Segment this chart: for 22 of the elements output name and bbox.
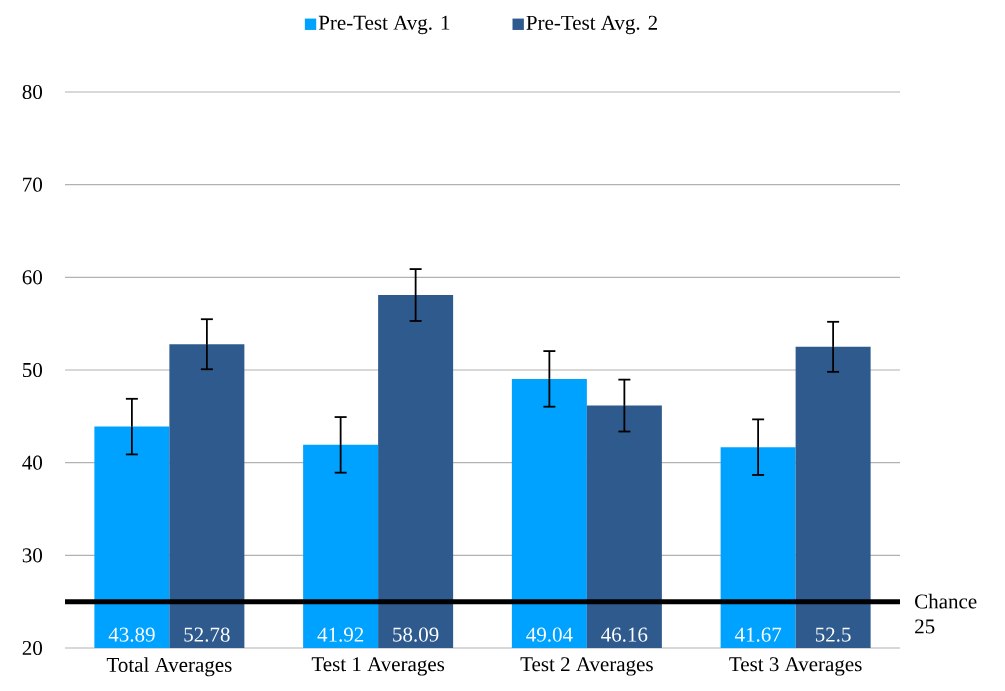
x-tick-label: Test 1 Averages: [311, 657, 445, 676]
legend-label: Pre-Test Avg. 1: [318, 15, 450, 35]
data-label: 52.78: [184, 627, 230, 642]
data-label: 58.09: [393, 627, 439, 642]
data-label: 52.5: [815, 627, 851, 642]
x-tick-label: Test 3 Averages: [729, 657, 862, 676]
ref-line-label: Chance 25: [915, 593, 977, 634]
x-tick-label: Total Averages: [106, 657, 232, 677]
y-tick-label: 30: [22, 548, 43, 563]
data-label: 43.89: [108, 627, 155, 642]
y-tick-label: 80: [22, 84, 43, 100]
y-tick-label: 40: [22, 455, 43, 470]
data-label: 49.04: [526, 627, 573, 642]
data-label: 46.16: [601, 627, 648, 642]
data-label: 41.92: [317, 627, 364, 642]
y-tick-label: 60: [22, 270, 43, 285]
x-tick-label: Test 2 Averages: [520, 657, 653, 676]
y-tick-label: 70: [23, 177, 43, 192]
y-tick-label: 20: [22, 640, 43, 656]
y-tick-label: 50: [23, 362, 43, 378]
legend-label: Pre-Test Avg. 2: [526, 15, 657, 35]
data-label: 41.67: [734, 627, 782, 642]
